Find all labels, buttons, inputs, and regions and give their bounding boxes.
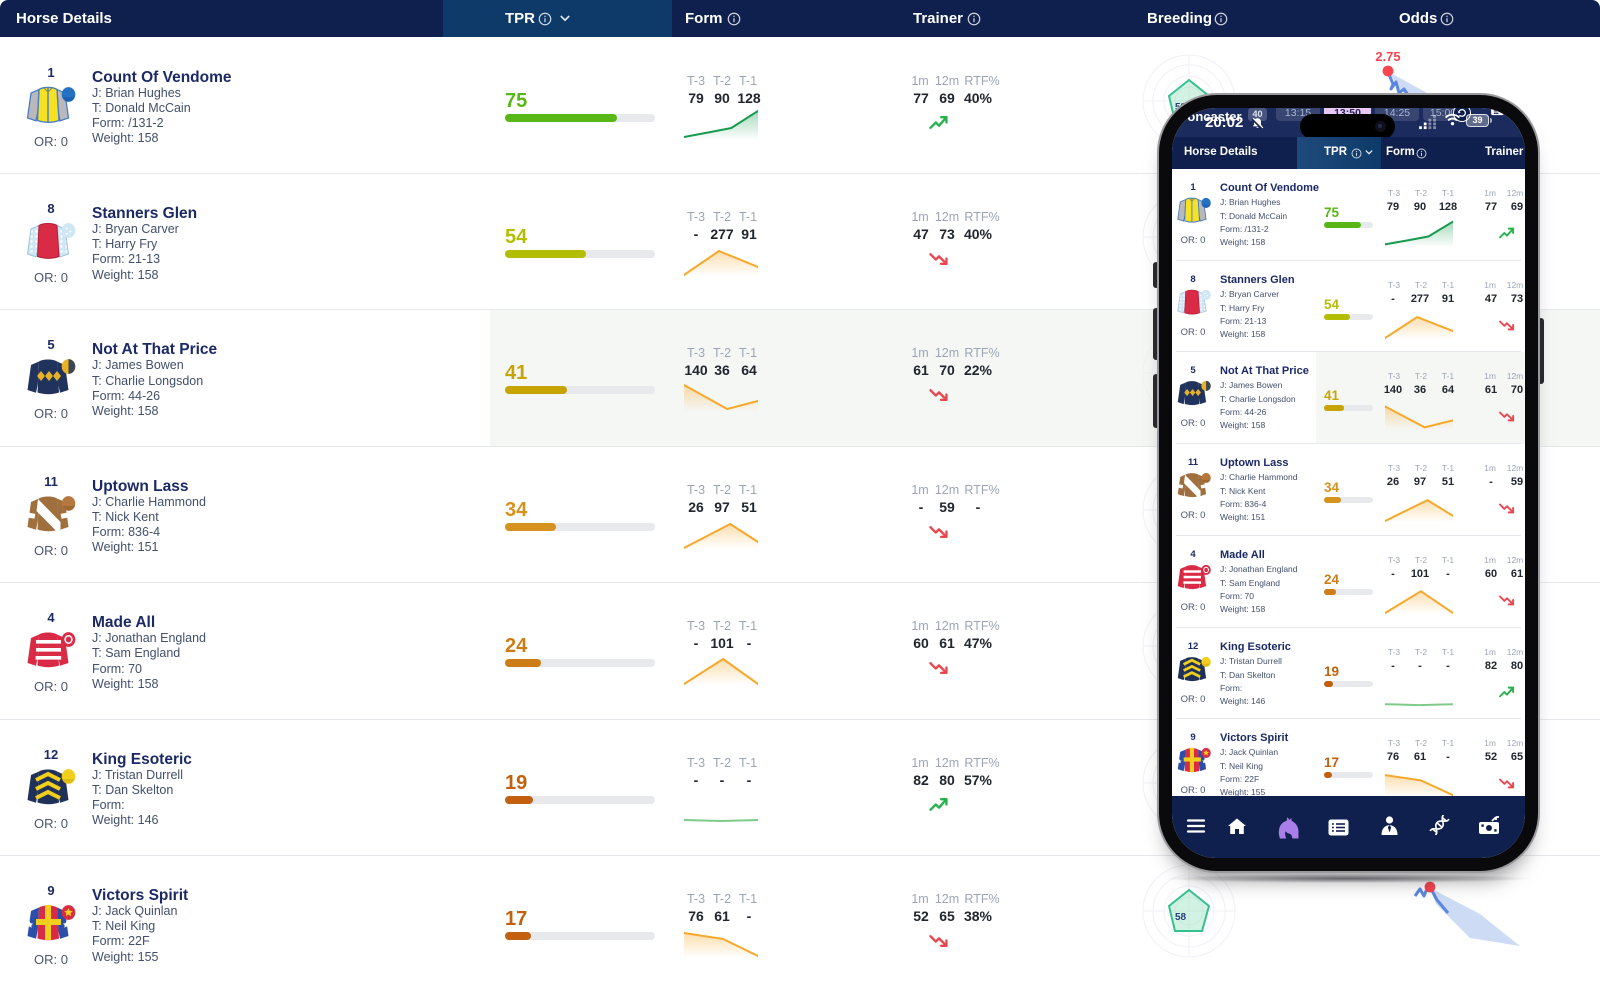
- svg-text:58: 58: [1175, 912, 1187, 923]
- svg-text:2.75: 2.75: [1375, 49, 1400, 64]
